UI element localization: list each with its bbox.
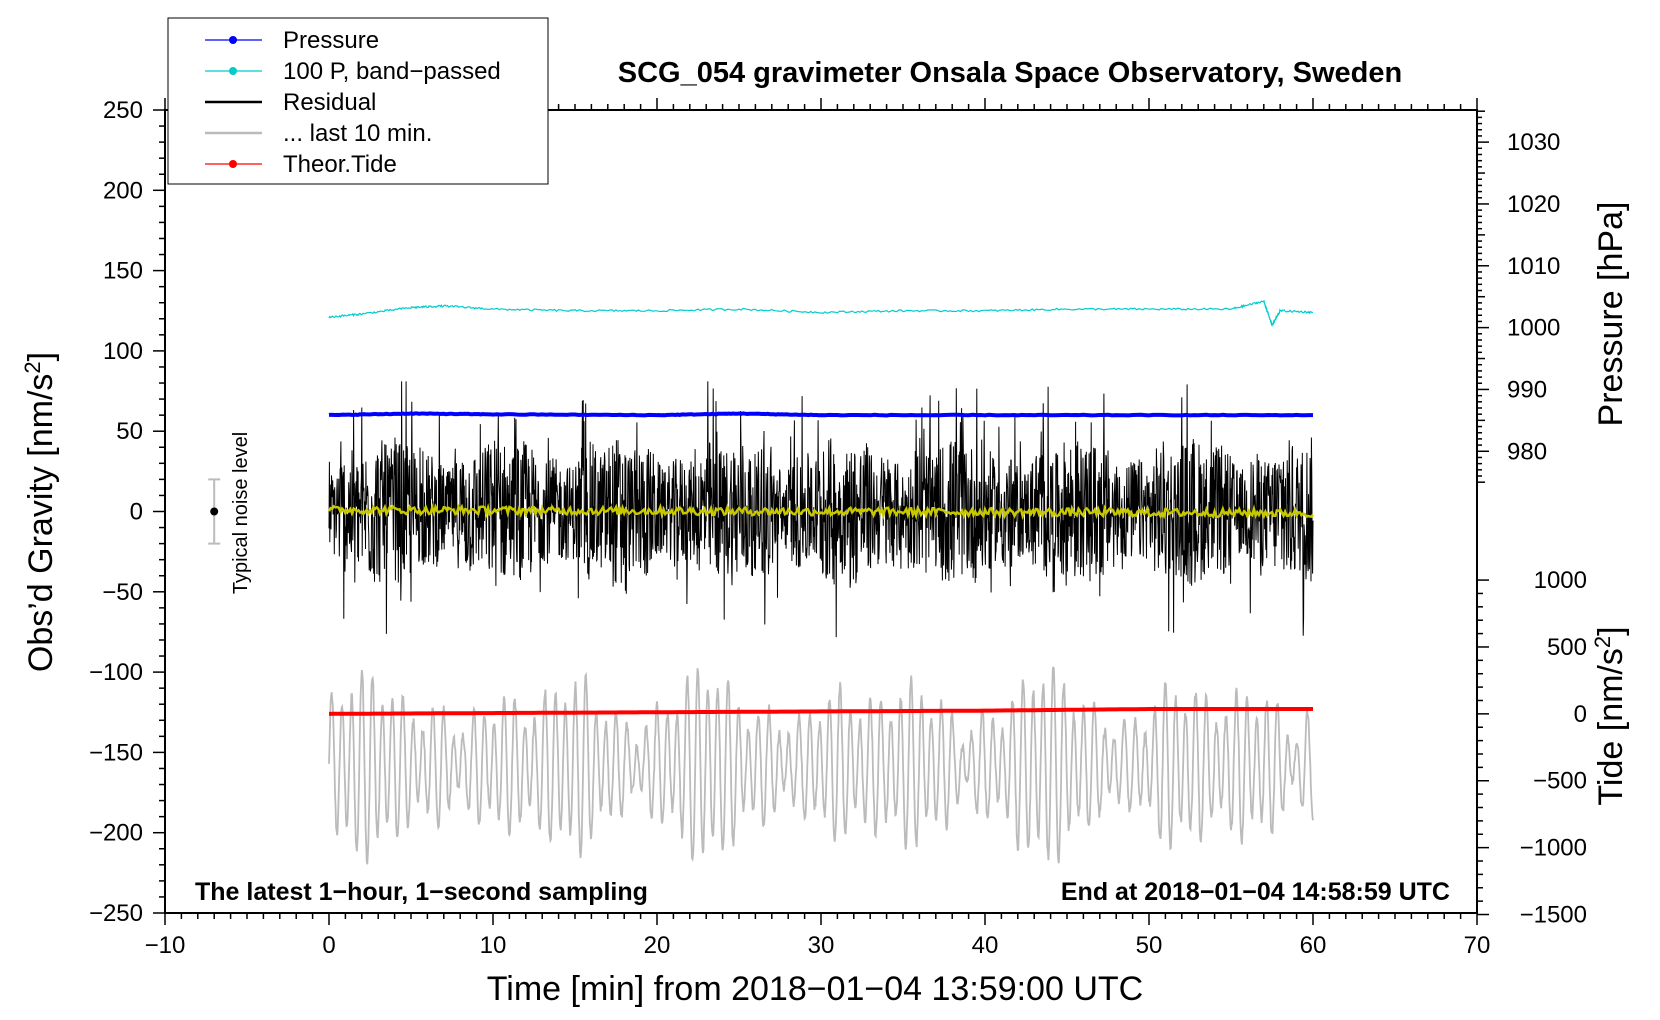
y-tick-label: −250 [89,900,143,927]
pressure-tick-label: 1030 [1507,129,1560,156]
pressure-tick-label: 990 [1507,376,1547,403]
noise-level-label: Typical noise level [230,432,252,594]
legend-label: 100 P, band−passed [283,58,501,85]
pressure-tick-label: 1010 [1507,253,1560,280]
y-tick-label: −200 [89,820,143,847]
x-tick-label: 40 [972,932,999,959]
legend-label: Residual [283,89,376,116]
y-tick-label: −100 [89,659,143,686]
x-tick-label: 10 [480,932,507,959]
x-tick-label: 70 [1464,932,1491,959]
x-tick-label: 30 [808,932,835,959]
pressure-line [328,411,1313,418]
legend-label: Pressure [283,27,379,54]
y-tick-label: 50 [116,418,143,445]
legend-marker [229,160,237,168]
y-axis-label-tide: Tide [nm/s2] [1590,626,1630,805]
legend-label: ... last 10 min. [283,120,432,147]
y-tick-label: 0 [130,499,143,526]
data-layer [327,299,1314,865]
axes-layer: −10 0 10 20 30 40 50 60 70250200150100500−50−100… [89,97,1587,959]
y-tick-label: 150 [103,258,143,285]
y-axis-label-pressure: Pressure [hPa] [1592,202,1630,427]
pressure-tick-label: 1020 [1507,191,1560,218]
y-axis-label-left: Obs’d Gravity [nm/s2] [20,352,60,672]
x-tick-label: 0 [322,932,335,959]
tide-tick-label: 1000 [1534,567,1587,594]
tide-tick-label: −1000 [1520,835,1587,862]
legend-label: Theor.Tide [283,151,397,178]
band-passed-pressure-line [328,299,1314,327]
y-tick-label: −50 [102,579,143,606]
residual-smoothed-line [327,502,1314,521]
x-tick-label: 60 [1300,932,1327,959]
residual-line [328,381,1314,638]
legend: Pressure 100 P, band−passed Residual ... la… [167,17,549,185]
annotation-bottom-right: End at 2018−01−04 14:58:59 UTC [1061,878,1450,906]
y-tick-label: 200 [103,177,143,204]
y-tick-label: 100 [103,338,143,365]
legend-marker [229,36,237,44]
x-axis-label: Time [min] from 2018−01−04 13:59:00 UTC [487,970,1143,1008]
tide-tick-label: 500 [1547,634,1587,661]
x-tick-label: 20 [644,932,671,959]
tide-tick-label: 0 [1574,701,1587,728]
pressure-tick-label: 980 [1507,438,1547,465]
x-tick-label: 50 [1136,932,1163,959]
last-10-min-line [328,666,1314,865]
tide-tick-label: −500 [1533,768,1587,795]
noise-level-dot [210,507,219,516]
tide-tick-label: −1500 [1520,902,1587,929]
y-tick-label: −150 [89,739,143,766]
y-tick-label: 250 [103,97,143,124]
annotation-bottom-left: The latest 1−hour, 1−second sampling [195,878,648,906]
x-tick-label: −10 [145,932,186,959]
pressure-tick-label: 1000 [1507,315,1560,342]
chart-title: SCG_054 gravimeter Onsala Space Observat… [618,57,1402,89]
legend-marker [229,67,237,75]
theor-tide-line [328,707,1313,716]
